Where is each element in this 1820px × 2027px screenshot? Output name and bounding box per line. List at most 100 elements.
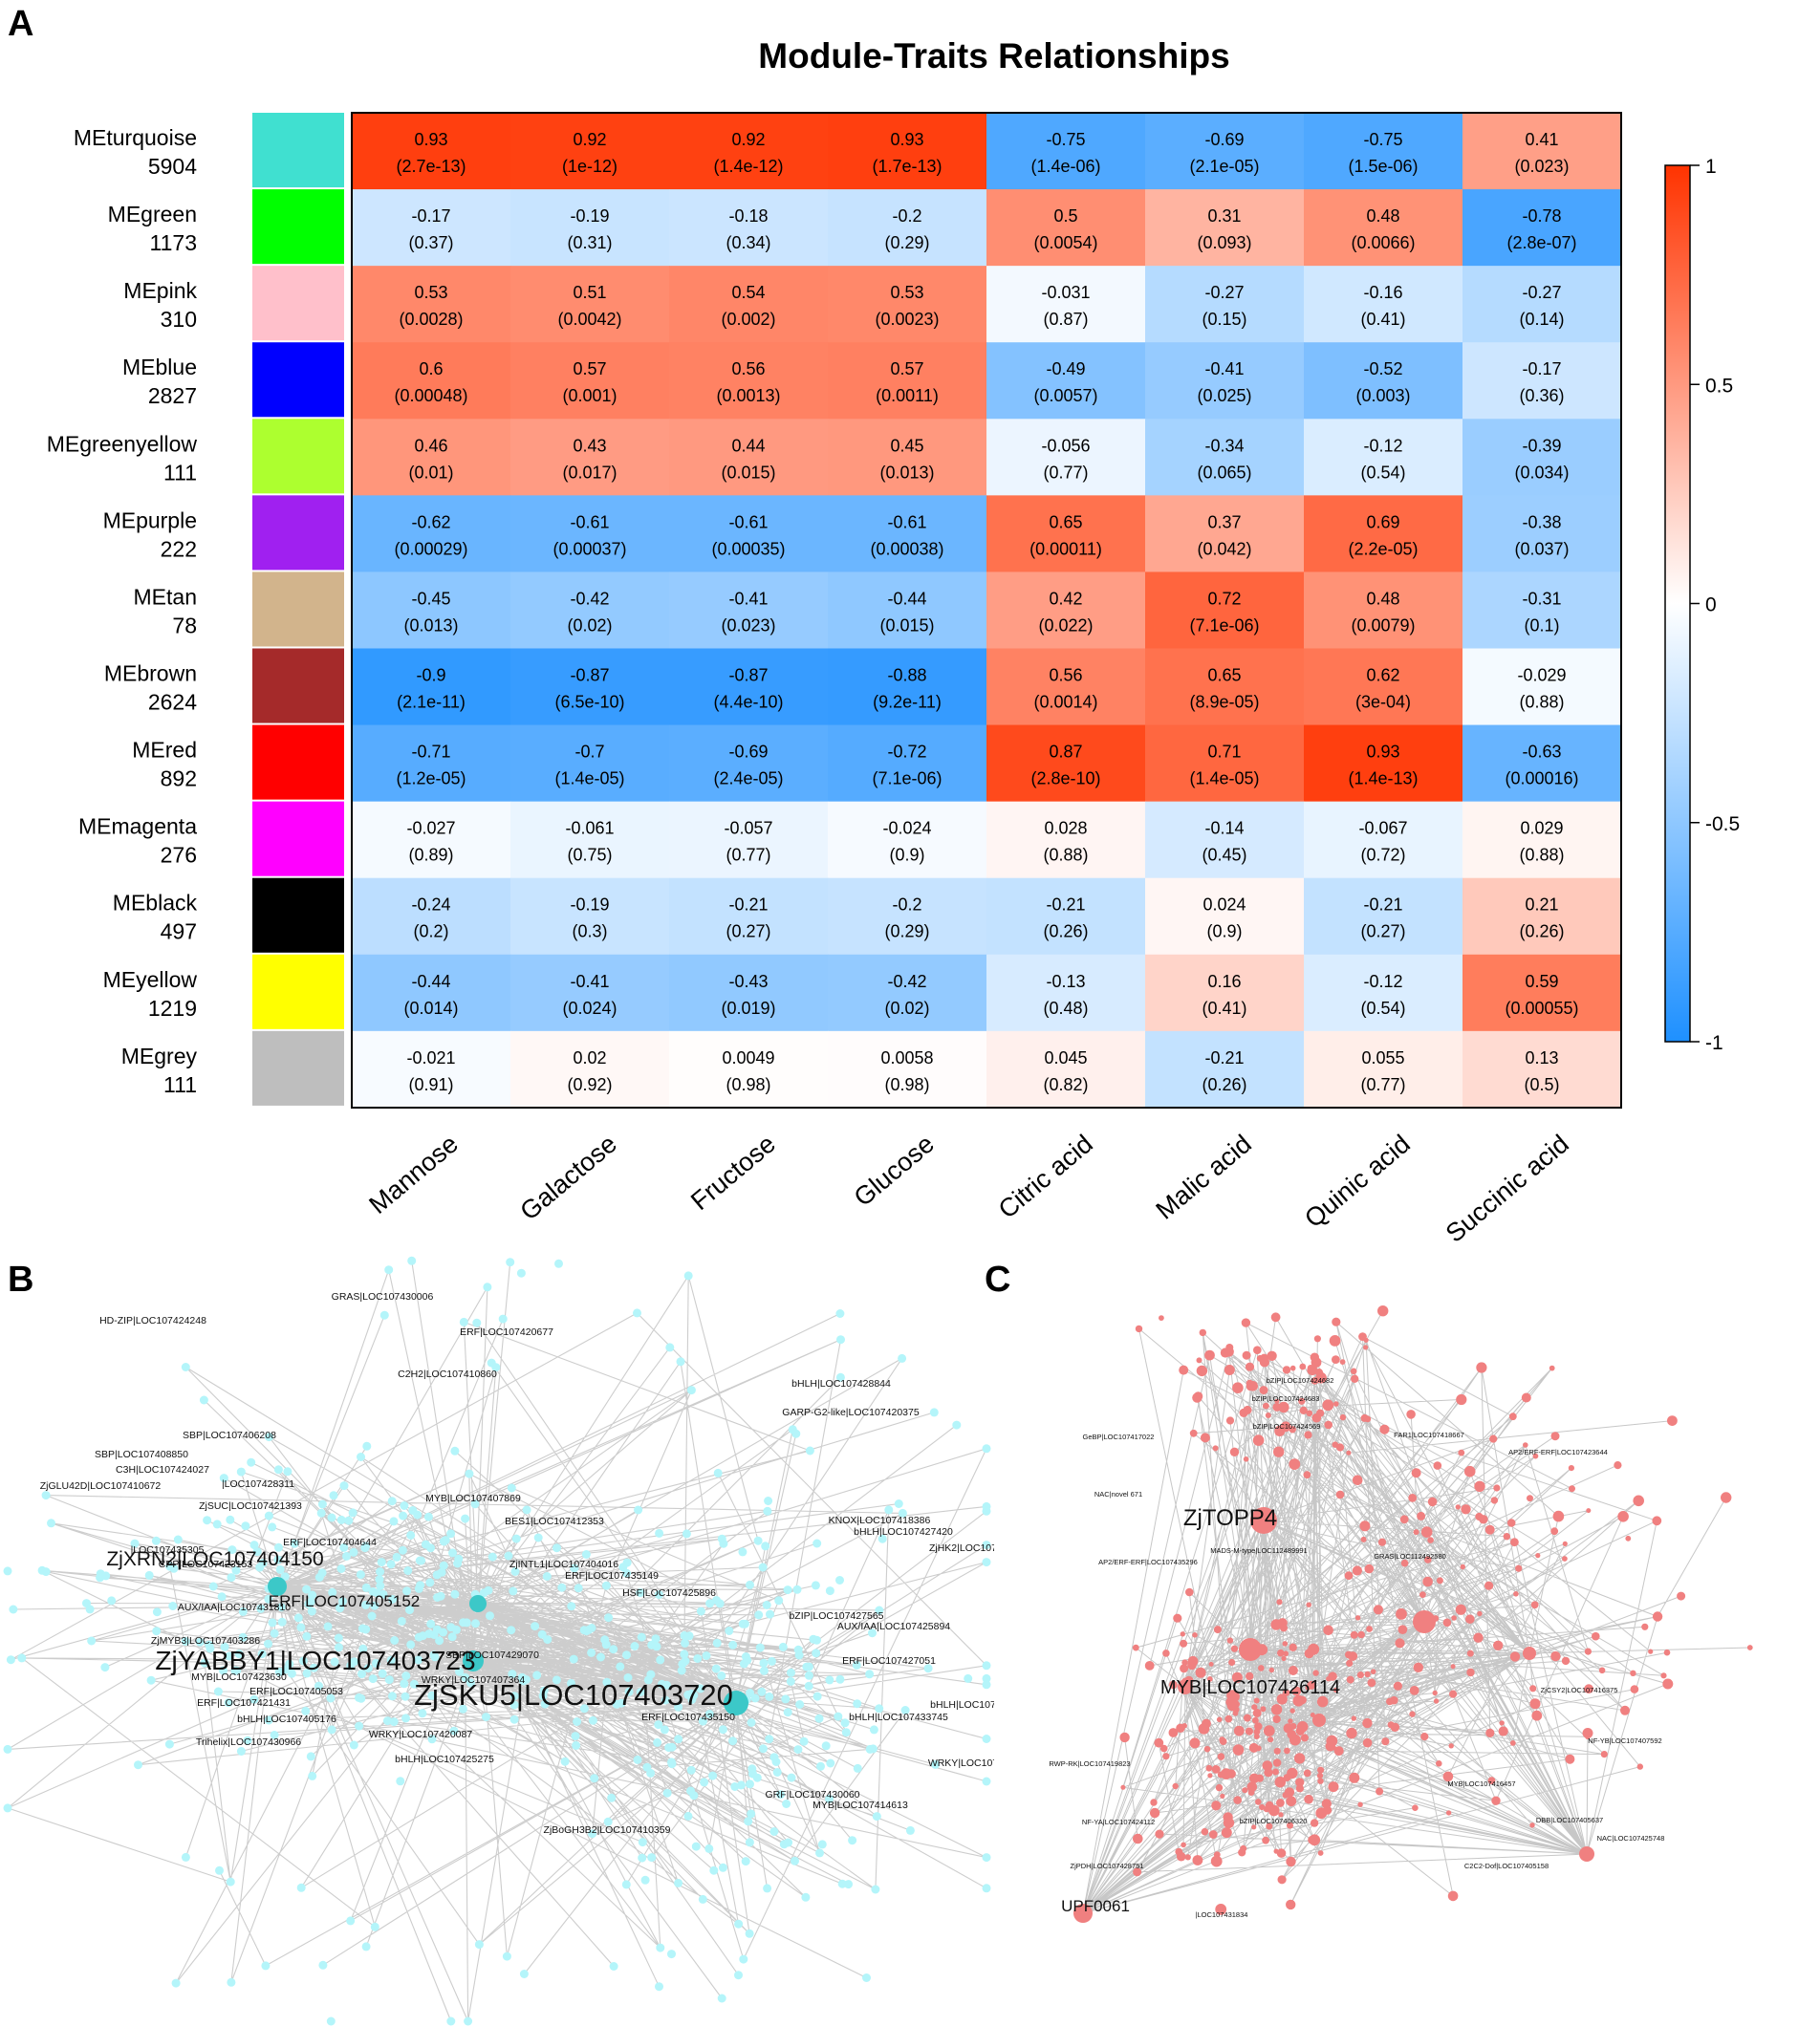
network-b-node xyxy=(230,1666,240,1675)
network-c-node xyxy=(1562,1541,1568,1546)
network-c-node xyxy=(1523,1442,1528,1448)
network-c-node xyxy=(1150,1799,1158,1806)
network-b-node xyxy=(264,1511,273,1520)
network-b-node xyxy=(787,1773,796,1782)
network-b-node xyxy=(836,1335,845,1345)
network-b-node xyxy=(739,1659,748,1669)
network-c-node xyxy=(1600,1751,1608,1758)
network-b-node xyxy=(181,1852,190,1862)
trait-label: Malic acid xyxy=(1151,1130,1257,1225)
network-c-node xyxy=(1582,1728,1593,1738)
network-b-node xyxy=(539,1686,549,1695)
network-c-node xyxy=(1272,1758,1282,1767)
network-b-node xyxy=(212,1520,222,1529)
network-b-node xyxy=(755,1643,765,1652)
network-b-label: Trihelix|LOC107430966 xyxy=(196,1736,301,1748)
network-b-node xyxy=(617,1698,626,1708)
network-b-node xyxy=(786,1676,795,1686)
network-c-node xyxy=(1268,1736,1274,1743)
network-c-node xyxy=(1549,1365,1555,1371)
correlation-value: -0.2 xyxy=(892,206,921,226)
network-c-node xyxy=(1220,1793,1225,1799)
network-b-node xyxy=(274,1668,284,1676)
network-b-hub-node xyxy=(724,1691,748,1715)
network-b-node xyxy=(531,1622,540,1631)
network-b-node xyxy=(667,1759,677,1769)
network-b-node xyxy=(704,1844,714,1853)
correlation-value: -0.38 xyxy=(1522,512,1561,531)
network-b-node xyxy=(264,1594,273,1604)
network-b-hub-label: ZjSKU5|LOC107403720 xyxy=(414,1678,733,1712)
network-c-node xyxy=(1667,1415,1678,1426)
network-c-node xyxy=(1409,1686,1419,1695)
network-b-node xyxy=(484,1585,493,1595)
network-b-node xyxy=(502,1952,511,1961)
network-b-node xyxy=(982,1884,991,1893)
heatmap-cell xyxy=(1145,954,1305,1032)
network-b-label: ZjSUC|LOC107421393 xyxy=(199,1500,302,1512)
p-value: (0.88) xyxy=(1519,692,1564,711)
network-c-node xyxy=(1390,1722,1400,1732)
network-c-node xyxy=(1636,1763,1643,1770)
correlation-value: 0.51 xyxy=(573,283,606,302)
network-b-node xyxy=(600,1635,610,1645)
network-c-node xyxy=(1427,1537,1434,1543)
correlation-value: 0.93 xyxy=(414,130,447,149)
network-c-node xyxy=(1173,1613,1182,1623)
correlation-value: 0.029 xyxy=(1520,819,1563,838)
network-c-node xyxy=(1413,1662,1423,1672)
heatmap-cell xyxy=(352,877,511,956)
network-b-node xyxy=(446,1529,456,1539)
p-value: (0.82) xyxy=(1043,1075,1088,1094)
heatmap-cell xyxy=(1462,724,1622,803)
network-b-node xyxy=(327,1513,336,1522)
network-b-node xyxy=(552,1675,561,1685)
network-b-node xyxy=(791,1856,799,1865)
p-value: (0.0011) xyxy=(876,386,939,405)
correlation-value: 0.37 xyxy=(1207,512,1241,531)
network-b-node xyxy=(713,1468,723,1477)
correlation-value: 0.48 xyxy=(1366,206,1399,226)
network-c-node xyxy=(1484,1581,1494,1590)
network-c-node xyxy=(1212,1445,1219,1452)
network-c-node xyxy=(1677,1591,1686,1601)
network-c-node xyxy=(1282,1366,1291,1374)
network-b-node xyxy=(287,1669,296,1678)
network-b-node xyxy=(361,1583,371,1592)
network-b-label: HSF|LOC107425896 xyxy=(622,1587,716,1599)
network-b-node xyxy=(623,1673,633,1682)
network-b-node xyxy=(677,1666,686,1675)
module-swatch xyxy=(252,954,344,1029)
network-b-node xyxy=(662,1788,672,1798)
network-c-node xyxy=(1293,1753,1306,1764)
network-b-node xyxy=(205,1640,214,1650)
network-b-node xyxy=(634,1505,643,1515)
network-b-node xyxy=(572,1740,581,1750)
network-b-node xyxy=(689,1691,699,1700)
network-c-node xyxy=(1322,1399,1334,1412)
network-b-node xyxy=(458,1704,467,1714)
column-labels: Mannose Galactose Fructose Glucose Citric ac… xyxy=(363,1130,1573,1242)
trait-label: Quinic acid xyxy=(1299,1130,1416,1234)
network-b-node xyxy=(708,1771,718,1780)
network-b-node xyxy=(363,1664,373,1673)
network-b-node xyxy=(533,1533,543,1542)
network-c-node xyxy=(1232,1382,1244,1393)
network-b-node xyxy=(875,1606,884,1615)
network-b-node xyxy=(388,1595,398,1604)
p-value: (0.72) xyxy=(1360,846,1405,865)
network-b-node xyxy=(964,1673,973,1683)
network-b-node xyxy=(739,1954,748,1964)
module-size: 78 xyxy=(172,613,197,637)
p-value: (0.0057) xyxy=(1033,386,1097,405)
network-b-node xyxy=(416,1581,425,1590)
correlation-value: 0.57 xyxy=(573,359,606,378)
network-b-node xyxy=(638,1853,647,1863)
network-c-node xyxy=(1529,1698,1541,1710)
network-c-node xyxy=(1662,1678,1674,1690)
network-c-node xyxy=(1630,1685,1639,1693)
network-b-node xyxy=(642,1762,652,1772)
heatmap-cell xyxy=(1304,648,1463,726)
p-value: (0.0013) xyxy=(716,386,780,405)
network-c-node xyxy=(1132,1644,1139,1651)
